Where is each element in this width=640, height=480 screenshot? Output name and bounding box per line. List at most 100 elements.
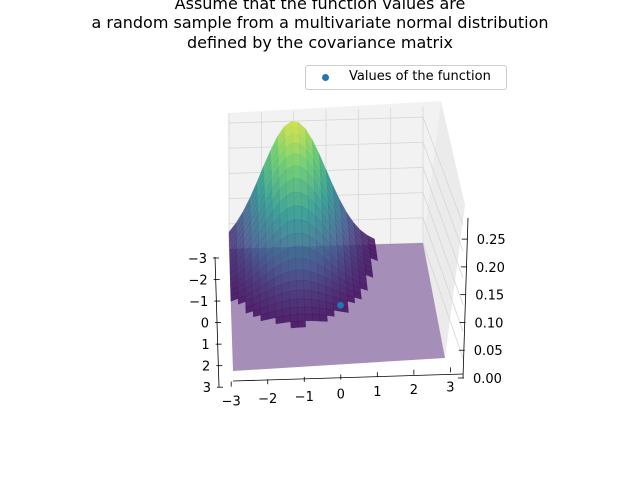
- surface-patch: [294, 205, 302, 220]
- surface-patch: [287, 232, 296, 249]
- y-tick-label: −1: [189, 295, 208, 310]
- surface-patch: [296, 289, 305, 300]
- surface-patch: [310, 290, 319, 301]
- surface-patch: [295, 245, 303, 259]
- surface-patch: [304, 298, 313, 308]
- grid-line: [422, 217, 464, 332]
- density-surface: [228, 121, 378, 329]
- z-tick-label: 0.20: [476, 261, 505, 276]
- z-tick-label: 0.15: [475, 289, 504, 304]
- x-tick-label: 0: [337, 388, 345, 403]
- surface-patch: [292, 153, 301, 167]
- surface-patch: [304, 314, 313, 322]
- surface-patch: [288, 280, 297, 292]
- surface-patch: [346, 294, 355, 304]
- surface-patch: [301, 232, 310, 249]
- surface-patch: [289, 306, 298, 316]
- z-axis-line: [462, 217, 469, 379]
- surface-patch: [293, 178, 302, 193]
- surface-patch: [359, 282, 368, 291]
- surface-patch: [296, 280, 305, 291]
- surface-patch: [297, 314, 306, 322]
- chart-title-line-2: a random sample from a multivariate norm…: [91, 13, 549, 32]
- surface-patch: [290, 314, 299, 322]
- y-tick-label: −2: [188, 274, 207, 289]
- chart-title-line-1: Assume that the function values are: [174, 0, 466, 13]
- surface-patch: [287, 219, 296, 236]
- surface-patch: [294, 232, 303, 247]
- surface-patch: [312, 314, 321, 322]
- surface-patch: [291, 121, 299, 128]
- axes: −3 −2 −1 0 1 2 3 −3 −2 −1 0 1 2 3 0.00 0.05 0.10 0.15 0.20…: [188, 217, 506, 410]
- x-tick-label: 1: [373, 385, 381, 400]
- x-tick-label: −2: [258, 392, 277, 407]
- surface-patch: [311, 307, 320, 315]
- surface-patch: [302, 258, 311, 272]
- surface-patch: [288, 269, 297, 282]
- y-axis-line: [214, 256, 220, 388]
- surface-patch: [297, 320, 306, 328]
- surface-patch: [289, 298, 298, 309]
- surface-patch: [292, 142, 300, 155]
- x-tick-label: 2: [410, 383, 418, 398]
- legend: Values of the function: [305, 65, 507, 90]
- y-tick-label: 1: [201, 338, 209, 353]
- grid-line: [422, 242, 464, 359]
- surface-patch: [295, 258, 304, 271]
- z-tick-label: 0.25: [477, 233, 506, 248]
- surface-patch: [303, 280, 312, 291]
- surface-patch: [319, 307, 328, 316]
- surface-patch: [275, 316, 284, 325]
- surface-patch: [282, 299, 291, 310]
- chart-title-line-3: defined by the covariance matrix: [186, 33, 454, 52]
- surface-patch: [296, 298, 305, 308]
- surface-patch: [291, 133, 300, 144]
- surface-patch: [302, 245, 311, 261]
- z-tick-label: 0.10: [474, 316, 503, 331]
- x-axis-line: [232, 373, 464, 382]
- surface-patch: [288, 258, 297, 272]
- grid-line: [422, 142, 464, 252]
- z-tick-label: 0.05: [474, 344, 503, 359]
- legend-marker: [322, 74, 329, 81]
- grid-line: [422, 192, 464, 305]
- y-tick-label: −3: [188, 252, 207, 267]
- data-point: [337, 301, 344, 309]
- grid-line: [422, 167, 464, 279]
- surface-patch: [326, 308, 335, 317]
- surface-patch: [295, 269, 304, 281]
- legend-label: Values of the function: [349, 69, 491, 84]
- x-tick-label: −3: [222, 395, 241, 410]
- x-tick-label: −1: [295, 390, 314, 405]
- side-pane: [423, 101, 465, 358]
- surface-patch: [292, 165, 301, 179]
- y-tick-label: 2: [202, 360, 210, 375]
- surface-patch: [302, 269, 311, 282]
- x-tick-label: 3: [446, 380, 454, 395]
- surface-patch: [282, 315, 291, 323]
- grid-line: [228, 141, 424, 149]
- surface-patch: [304, 306, 313, 315]
- surface-patch: [282, 307, 291, 317]
- surface-patch: [365, 269, 374, 278]
- surface-patch: [290, 321, 299, 329]
- surface-patch: [369, 253, 378, 262]
- z-tick-label: 0.00: [473, 372, 502, 387]
- surface-patch: [319, 314, 328, 322]
- y-tick-label: 0: [201, 317, 209, 332]
- surface-patch: [303, 289, 312, 300]
- y-tick-label: 3: [203, 381, 211, 396]
- surface-patch: [297, 306, 306, 315]
- surface-patch: [289, 290, 298, 301]
- surface-patch: [353, 291, 362, 300]
- grid-line: [228, 116, 424, 124]
- surface-patch: [291, 126, 300, 135]
- surface-patch: [293, 191, 302, 207]
- surface-patch: [294, 219, 303, 234]
- surface-patch: [311, 299, 320, 309]
- data-points: [337, 301, 344, 309]
- surface-patch: [287, 245, 296, 261]
- grid-line: [422, 116, 464, 225]
